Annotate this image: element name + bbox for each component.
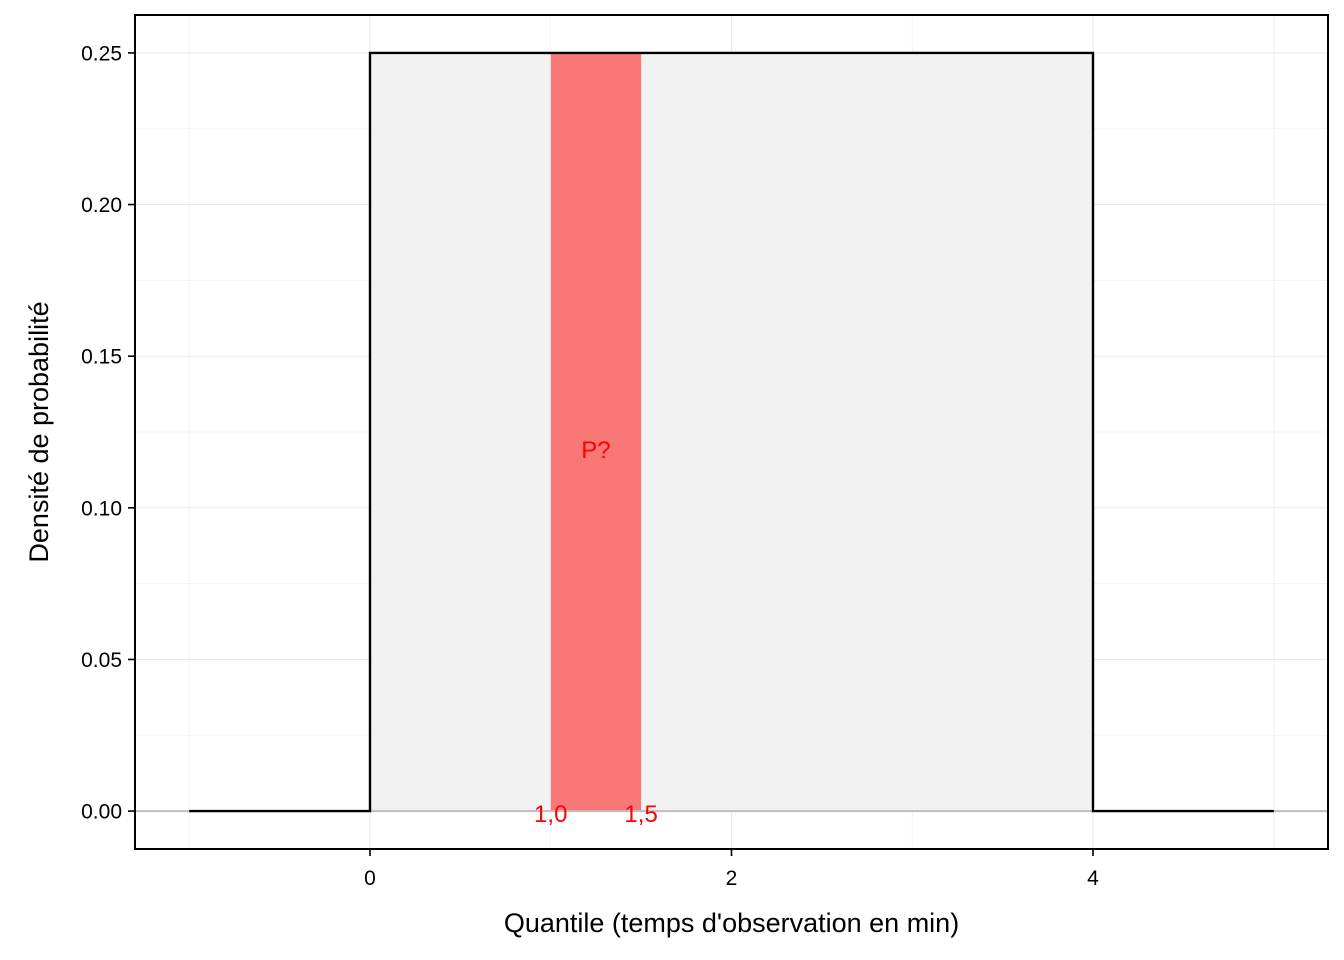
x-tick-label: 2: [726, 867, 738, 890]
y-tick-label: 0.05: [81, 649, 122, 672]
y-tick-label: 0.20: [81, 194, 122, 217]
annotation-label: 1,5: [624, 801, 657, 828]
x-axis-title: Quantile (temps d'observation en min): [504, 908, 959, 938]
highlight-interval: [550, 52, 642, 812]
annotations: P? 1,0 1,5: [534, 437, 658, 828]
annotation-label: 1,0: [534, 801, 567, 828]
y-tick-label: 0.25: [81, 42, 122, 65]
x-tick-label: 0: [364, 867, 376, 890]
y-tick-label: 0.10: [81, 497, 122, 520]
density-line: [189, 51, 1274, 813]
density-curve: [189, 51, 1274, 813]
y-tick-label: 0.15: [81, 346, 122, 369]
x-axis: 0 2 4: [364, 849, 1099, 890]
y-axis-title: Densité de probabilité: [24, 301, 54, 562]
y-axis: 0.00 0.05 0.10 0.15 0.20 0.25: [81, 42, 135, 824]
annotation-label: P?: [581, 437, 610, 464]
x-tick-label: 4: [1087, 867, 1099, 890]
density-area: [369, 52, 1094, 812]
y-tick-label: 0.00: [81, 801, 122, 824]
density-fill-area: [369, 52, 1094, 812]
